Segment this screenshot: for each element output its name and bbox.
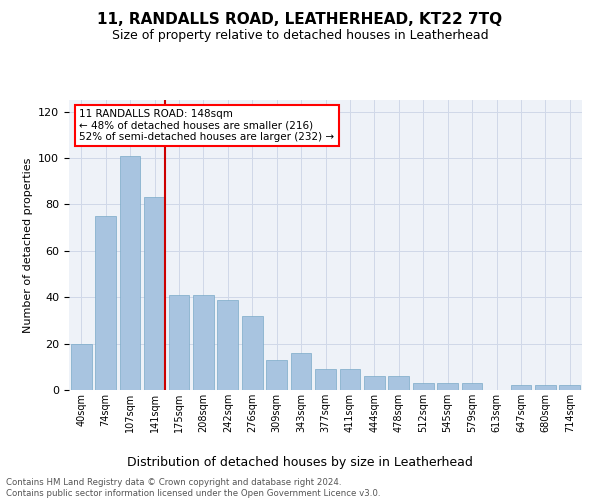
Bar xyxy=(364,376,385,390)
Bar xyxy=(437,383,458,390)
Text: Contains HM Land Registry data © Crown copyright and database right 2024.
Contai: Contains HM Land Registry data © Crown c… xyxy=(6,478,380,498)
Bar xyxy=(242,316,263,390)
Bar xyxy=(71,344,92,390)
Bar xyxy=(119,156,140,390)
Bar xyxy=(388,376,409,390)
Text: 11 RANDALLS ROAD: 148sqm
← 48% of detached houses are smaller (216)
52% of semi-: 11 RANDALLS ROAD: 148sqm ← 48% of detach… xyxy=(79,108,334,142)
Bar xyxy=(95,216,116,390)
Bar xyxy=(340,369,361,390)
Text: Size of property relative to detached houses in Leatherhead: Size of property relative to detached ho… xyxy=(112,29,488,42)
Bar xyxy=(144,198,165,390)
Bar xyxy=(413,383,434,390)
Bar xyxy=(266,360,287,390)
Text: 11, RANDALLS ROAD, LEATHERHEAD, KT22 7TQ: 11, RANDALLS ROAD, LEATHERHEAD, KT22 7TQ xyxy=(97,12,503,28)
Bar xyxy=(461,383,482,390)
Bar xyxy=(511,386,532,390)
Y-axis label: Number of detached properties: Number of detached properties xyxy=(23,158,32,332)
Bar xyxy=(169,295,190,390)
Bar xyxy=(535,386,556,390)
Bar xyxy=(193,295,214,390)
Bar xyxy=(217,300,238,390)
Bar xyxy=(559,386,580,390)
Text: Distribution of detached houses by size in Leatherhead: Distribution of detached houses by size … xyxy=(127,456,473,469)
Bar xyxy=(290,353,311,390)
Bar xyxy=(315,369,336,390)
